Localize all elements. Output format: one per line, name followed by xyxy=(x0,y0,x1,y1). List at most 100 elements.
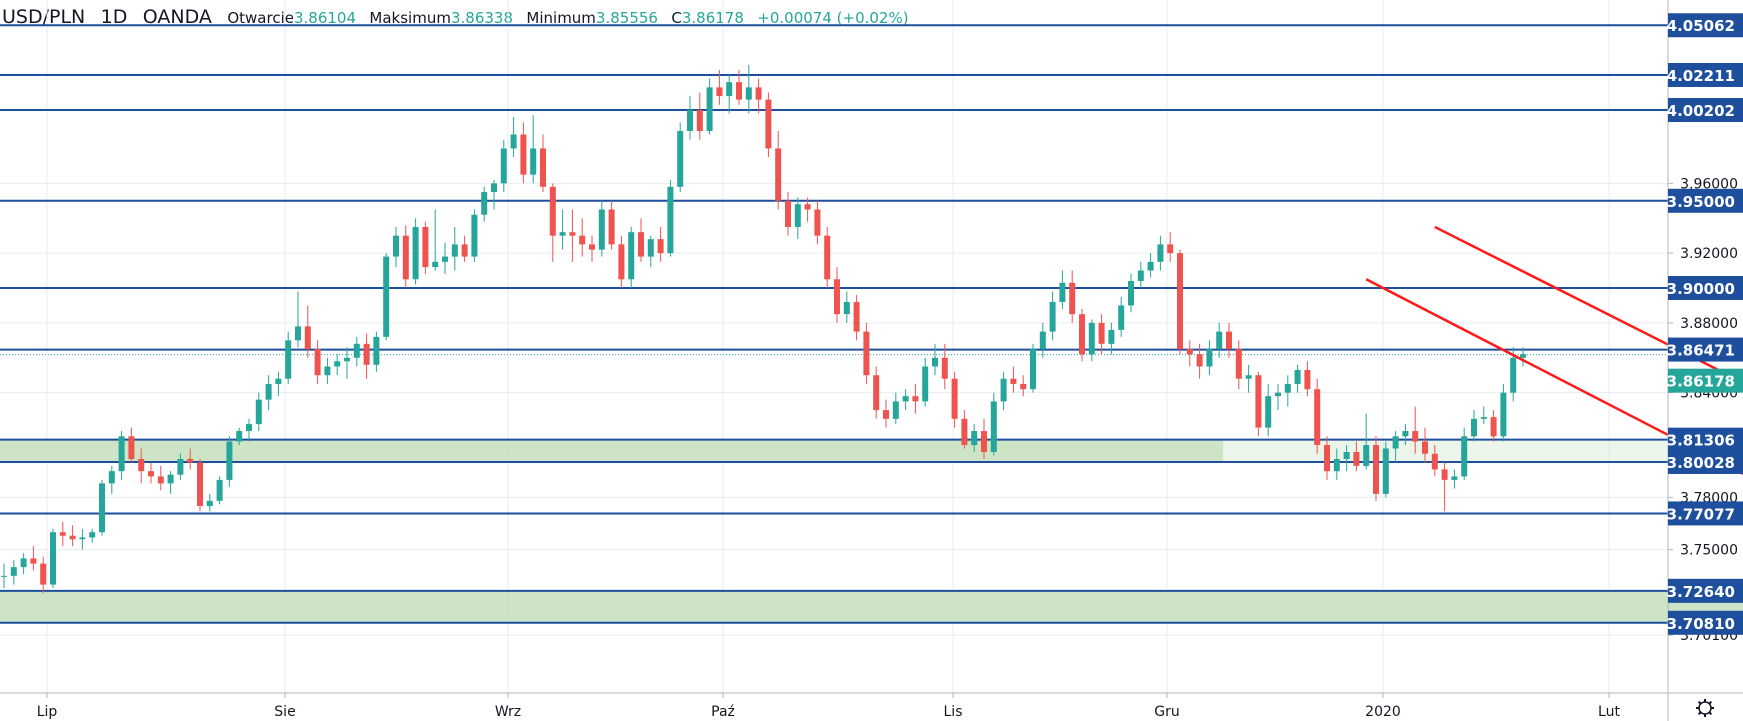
candle-body xyxy=(638,232,644,257)
candle-body xyxy=(206,500,213,507)
candle-body xyxy=(1177,253,1183,350)
level-label: 3.72640 xyxy=(1667,578,1743,603)
candle xyxy=(1363,413,1370,470)
candle-body xyxy=(853,301,860,332)
candle-body xyxy=(295,326,301,341)
candle-body xyxy=(706,87,713,131)
candle xyxy=(40,556,47,594)
last-price-label: 3.86178 xyxy=(1667,368,1743,393)
last-price-label-bg xyxy=(1668,368,1743,393)
candle xyxy=(461,235,468,262)
candle xyxy=(324,357,331,384)
level-label: 4.00202 xyxy=(1667,98,1743,123)
candle-body xyxy=(1206,349,1213,367)
candle-body xyxy=(422,226,429,268)
candle-body xyxy=(451,244,458,257)
candle xyxy=(794,197,801,240)
candle-body xyxy=(794,204,801,227)
candle-body xyxy=(1451,476,1458,480)
candle xyxy=(246,418,252,442)
candle xyxy=(687,96,693,140)
candle-body xyxy=(883,410,889,419)
settings-gear-icon[interactable] xyxy=(1696,699,1714,717)
candle xyxy=(108,465,115,494)
candle xyxy=(990,392,997,456)
candle xyxy=(745,64,752,114)
candle xyxy=(1520,347,1526,367)
candle-body xyxy=(677,130,684,187)
candle xyxy=(1235,340,1242,390)
candle xyxy=(540,134,546,193)
candle-body xyxy=(50,532,56,585)
candle-body xyxy=(363,343,370,365)
candle xyxy=(1098,314,1105,355)
level-label: 3.70810 xyxy=(1667,610,1743,635)
candle-body xyxy=(1039,331,1046,350)
candle xyxy=(1500,383,1507,442)
candle-body xyxy=(1412,431,1419,442)
candle xyxy=(922,357,929,407)
candle-body xyxy=(520,134,527,175)
candle-body xyxy=(393,235,399,257)
candle xyxy=(295,291,301,348)
candle-body xyxy=(187,458,194,463)
candle xyxy=(314,340,321,384)
candle xyxy=(932,343,938,376)
candle-body xyxy=(1196,354,1203,367)
candle xyxy=(481,186,488,222)
candle xyxy=(216,476,223,505)
candle-body xyxy=(383,256,390,337)
horizontal-levels xyxy=(0,24,1668,624)
candle xyxy=(843,291,850,323)
candle xyxy=(50,528,56,589)
candle xyxy=(59,521,66,547)
level-label-bg xyxy=(1668,578,1743,603)
candle xyxy=(971,424,978,452)
candle xyxy=(402,225,409,289)
candle-body xyxy=(765,99,772,149)
open-label: Otwarcie xyxy=(227,9,294,27)
candle xyxy=(128,427,135,463)
candle xyxy=(236,427,243,446)
candle-body xyxy=(628,232,635,280)
candle xyxy=(892,392,899,425)
candle-body xyxy=(118,436,125,472)
candle xyxy=(1245,364,1252,393)
candle xyxy=(638,218,644,262)
time-tick-label: Lis xyxy=(944,704,963,720)
candle xyxy=(1030,343,1036,393)
open-value: 3.86104 xyxy=(293,9,357,27)
candle xyxy=(383,253,390,341)
candle-body xyxy=(1128,281,1134,306)
candle-body xyxy=(941,357,948,379)
candle xyxy=(628,226,635,289)
level-label: 4.05062 xyxy=(1667,13,1743,38)
candle xyxy=(510,117,517,158)
candle-body xyxy=(540,148,546,187)
candle xyxy=(1157,235,1164,271)
candle xyxy=(902,389,909,411)
level-label-bg xyxy=(1668,13,1743,38)
candle-body xyxy=(255,399,262,425)
symbol-label[interactable]: USD/PLN xyxy=(2,6,86,28)
candle-body xyxy=(834,279,840,315)
candle xyxy=(765,92,772,158)
candle xyxy=(187,448,194,470)
candle xyxy=(1226,322,1232,358)
candle-body xyxy=(559,232,566,236)
candle xyxy=(1020,375,1027,397)
candle xyxy=(873,366,880,419)
time-tick-label: Lut xyxy=(1598,704,1620,720)
candle xyxy=(569,209,576,262)
candle-body xyxy=(108,471,115,484)
candle-body xyxy=(216,479,223,501)
candle xyxy=(20,553,27,575)
level-label: 3.77077 xyxy=(1667,501,1743,526)
candle-body xyxy=(1275,392,1281,397)
candle xyxy=(167,471,174,494)
candle-body xyxy=(10,567,17,576)
candle xyxy=(1314,378,1321,454)
time-tick-label: Wrz xyxy=(495,704,521,720)
interval-label[interactable]: 1D xyxy=(100,6,128,28)
